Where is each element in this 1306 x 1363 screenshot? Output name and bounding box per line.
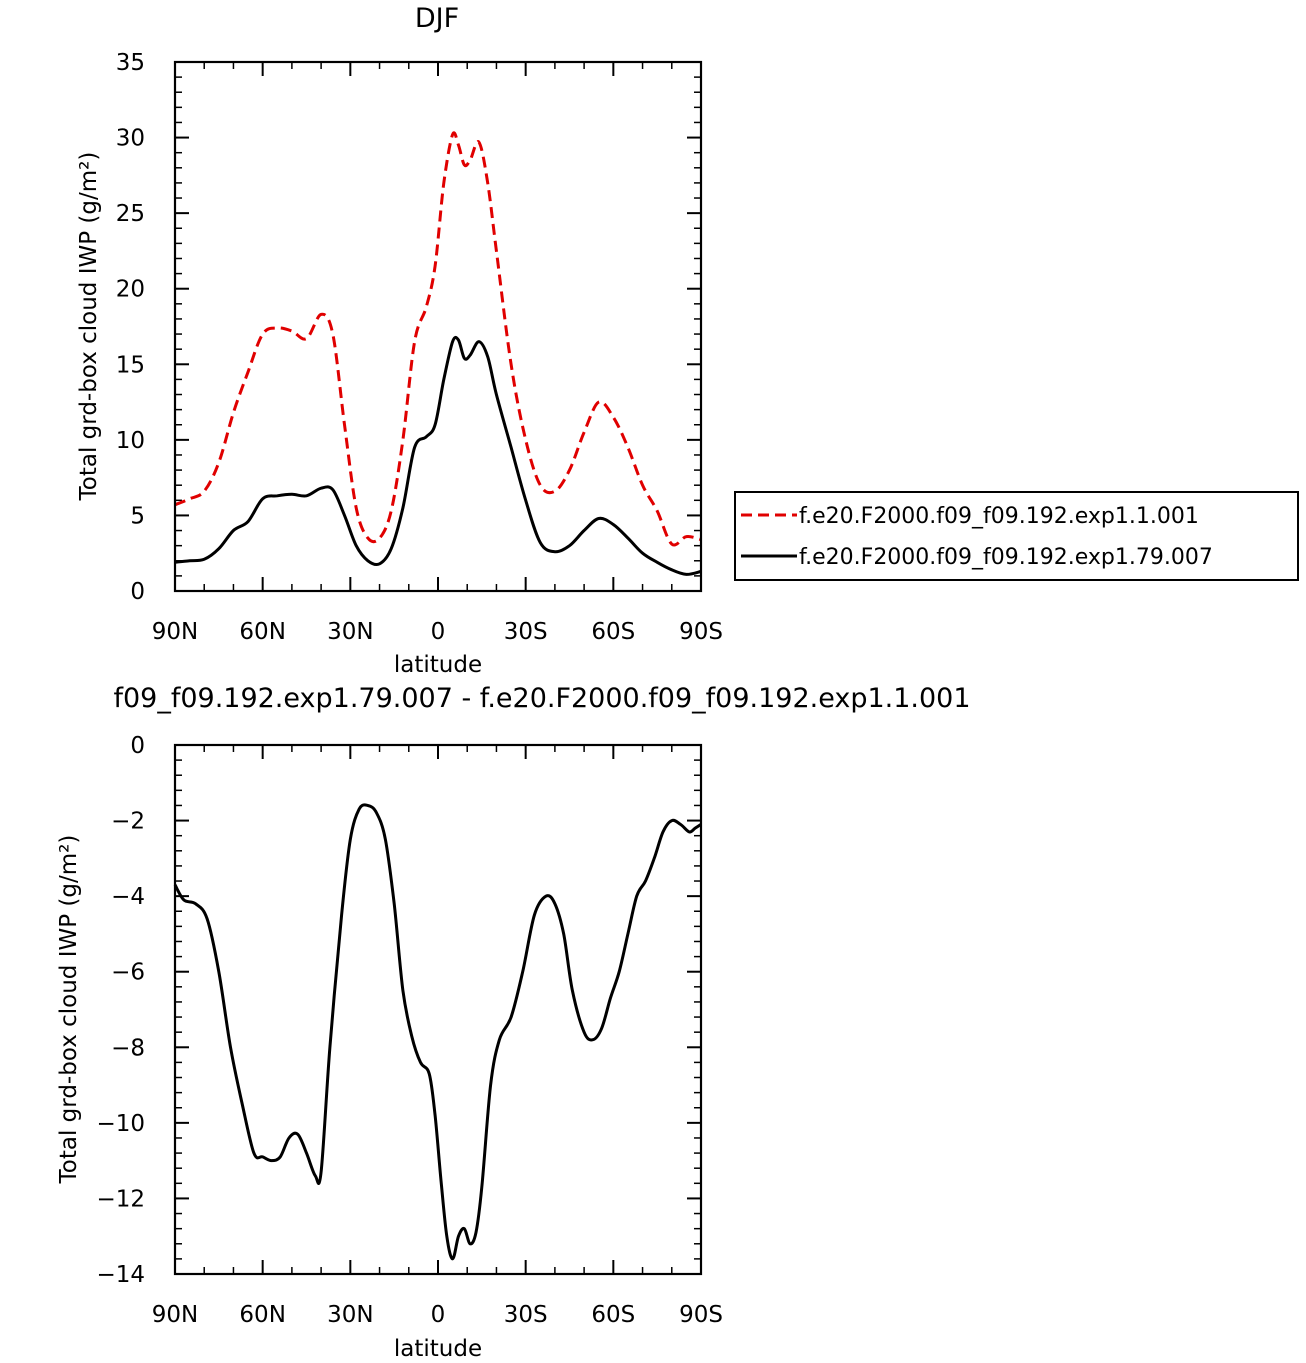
bottom-y-axis-title: Total grd-box cloud IWP (g/m²): [56, 835, 82, 1185]
top-series-layer: [174, 131, 702, 576]
bottom-x-tick-label: 60N: [239, 1302, 285, 1328]
top-legend: f.e20.F2000.f09_f09.192.exp1.1.001 f.e20…: [734, 491, 1299, 581]
bottom-x-tick-label: 90N: [152, 1302, 198, 1328]
bottom-panel: f09_f09.192.exp1.79.007 - f.e20.F2000.f0…: [56, 683, 971, 1362]
top-chart-title: DJF: [415, 3, 459, 34]
bottom-series-line-1: [173, 803, 702, 1261]
bottom-x-tick-labels: 90N 60N 30N 0 30S 60S 90S: [152, 1302, 723, 1328]
top-y-tick-label: 10: [116, 428, 145, 454]
bottom-x-tick-label: 60S: [591, 1302, 635, 1328]
bottom-y-tick-label: −10: [96, 1111, 145, 1137]
top-y-tick-label: 0: [130, 579, 145, 605]
legend-box: [734, 491, 1299, 581]
top-y-tick-label: 15: [116, 352, 145, 378]
bottom-y-tick-label: 0: [130, 733, 145, 759]
bottom-axis-ticks: [174, 744, 702, 1275]
bottom-y-tick-label: −8: [111, 1035, 145, 1061]
top-x-tick-labels: 90N 60N 30N 0 30S 60S 90S: [152, 619, 723, 645]
top-x-tick-label: 90N: [152, 619, 198, 645]
bottom-x-tick-label: 30N: [327, 1302, 373, 1328]
bottom-series-layer: [173, 803, 702, 1261]
top-panel: DJF 0 5 10 15 20 25 30 35 90N 60N 30N 0 30S 60S 90S l…: [76, 3, 1299, 678]
top-y-tick-label: 5: [130, 503, 145, 529]
bottom-y-tick-label: −6: [111, 960, 145, 986]
bottom-chart-title: f09_f09.192.exp1.79.007 - f.e20.F2000.f0…: [113, 683, 970, 714]
top-y-tick-label: 30: [116, 126, 145, 152]
top-x-tick-label: 30S: [504, 619, 548, 645]
bottom-y-tick-label: −14: [96, 1262, 145, 1288]
top-x-tick-label: 60N: [239, 619, 285, 645]
top-y-tick-labels: 0 5 10 15 20 25 30 35: [116, 50, 145, 605]
bottom-x-tick-label: 0: [431, 1302, 446, 1328]
legend-label-series-2: f.e20.F2000.f09_f09.192.exp1.79.007: [799, 545, 1213, 570]
top-x-axis-title: latitude: [394, 652, 482, 678]
top-y-tick-label: 25: [116, 201, 145, 227]
top-plot-frame: [173, 60, 703, 593]
bottom-x-axis-title: latitude: [394, 1336, 482, 1362]
legend-label-series-1: f.e20.F2000.f09_f09.192.exp1.1.001: [799, 504, 1199, 529]
bottom-x-tick-label: 30S: [504, 1302, 548, 1328]
bottom-y-tick-labels: −14 −12 −10 −8 −6 −4 −2 0: [96, 733, 145, 1288]
top-x-tick-label: 0: [431, 619, 446, 645]
bottom-y-tick-label: −12: [96, 1186, 145, 1212]
bottom-x-tick-label: 90S: [679, 1302, 723, 1328]
bottom-y-tick-label: −4: [111, 884, 145, 910]
top-x-tick-label: 90S: [679, 619, 723, 645]
top-x-tick-label: 60S: [591, 619, 635, 645]
top-x-tick-label: 30N: [327, 619, 373, 645]
top-y-tick-label: 20: [116, 277, 145, 303]
bottom-y-tick-label: −2: [111, 809, 145, 835]
top-series-line-2: [174, 335, 702, 576]
bottom-plot-frame: [173, 743, 703, 1276]
top-y-axis-title: Total grd-box cloud IWP (g/m²): [76, 152, 102, 502]
top-y-tick-label: 35: [116, 50, 145, 76]
top-series-line-1: [174, 131, 702, 547]
